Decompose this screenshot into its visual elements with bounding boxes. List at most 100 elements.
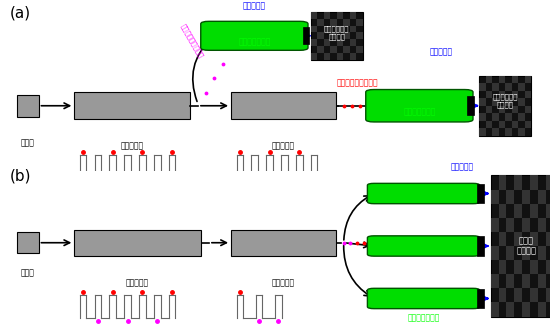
Bar [324,53,331,60]
FancyBboxPatch shape [16,232,38,253]
Bar [505,83,512,91]
Bar [317,19,324,26]
Text: 線形加速器: 線形加速器 [120,141,144,150]
Bar [530,175,538,190]
Text: レーザー光: レーザー光 [430,48,453,56]
Bar [350,39,356,46]
FancyBboxPatch shape [367,236,480,256]
Bar [505,113,512,121]
Bar [350,26,356,32]
Bar [311,26,317,32]
Text: 全ての
利用実験: 全ての 利用実験 [516,236,536,256]
Bar [522,246,530,260]
FancyBboxPatch shape [231,230,336,256]
Bar [337,12,343,19]
Bar [505,128,512,135]
Bar [512,91,518,98]
Bar [317,32,324,39]
Bar [530,204,538,218]
Bar [491,246,498,260]
Bar [479,76,531,135]
Text: 電子銃: 電子銃 [20,138,35,147]
Text: 線形加速器: 線形加速器 [126,278,149,287]
Bar [546,204,550,218]
Bar [467,96,474,115]
Text: 高エネルギー
利用実験: 高エネルギー 利用実験 [492,93,518,108]
Bar [302,27,309,44]
FancyBboxPatch shape [367,288,480,309]
Bar [538,246,546,260]
FancyBboxPatch shape [16,95,38,117]
Bar [512,121,518,128]
Bar [546,232,550,246]
FancyBboxPatch shape [74,92,190,119]
Bar [498,232,507,246]
Bar [331,19,337,26]
Bar [530,288,538,302]
Bar [507,190,514,204]
Bar [479,98,486,106]
Text: 線形加速器: 線形加速器 [272,141,295,150]
Bar [499,121,505,128]
Bar [317,46,324,53]
Bar [337,39,343,46]
Bar [518,98,525,106]
Bar [331,32,337,39]
Bar [512,106,518,113]
Bar [530,260,538,274]
Bar [507,246,514,260]
Bar [538,218,546,232]
Bar [507,302,514,317]
Bar [492,113,499,121]
Bar [491,175,550,317]
Bar [311,12,363,60]
Bar [522,274,530,288]
Text: 高エネルギービーム: 高エネルギービーム [337,78,378,87]
Text: 線形加速器: 線形加速器 [272,278,295,287]
Bar [505,98,512,106]
Bar [311,12,317,19]
Bar [337,26,343,32]
Bar [492,98,499,106]
Bar [491,302,498,317]
Bar [311,39,317,46]
Bar [525,76,531,83]
Text: 低エネルギー
利用実験: 低エネルギー 利用実験 [324,25,350,39]
Bar [514,232,522,246]
Bar [514,175,522,190]
Bar [479,83,486,91]
Text: (b): (b) [10,169,31,184]
Bar [507,274,514,288]
Bar [498,204,507,218]
FancyBboxPatch shape [201,21,308,50]
Bar [546,260,550,274]
Text: レーザー光: レーザー光 [243,2,266,10]
Bar [491,218,498,232]
Text: (a): (a) [10,5,31,20]
Bar [499,91,505,98]
Bar [486,121,492,128]
Bar [514,260,522,274]
Bar [512,76,518,83]
Text: 電子銃: 電子銃 [20,269,35,277]
Bar [492,128,499,135]
Bar [477,184,484,203]
Bar [477,236,484,256]
Text: アンジュレータ: アンジュレータ [238,37,271,46]
Bar [518,128,525,135]
Bar [491,274,498,288]
FancyBboxPatch shape [366,90,473,122]
Bar [324,39,331,46]
Bar [343,32,350,39]
Text: 低エネルギービーム: 低エネルギービーム [180,23,205,60]
Bar [499,76,505,83]
Bar [498,288,507,302]
Text: レーザー光: レーザー光 [450,162,474,171]
Bar [311,53,317,60]
Bar [525,106,531,113]
Bar [522,190,530,204]
Bar [491,190,498,204]
Bar [518,113,525,121]
FancyBboxPatch shape [367,183,480,204]
Bar [530,232,538,246]
